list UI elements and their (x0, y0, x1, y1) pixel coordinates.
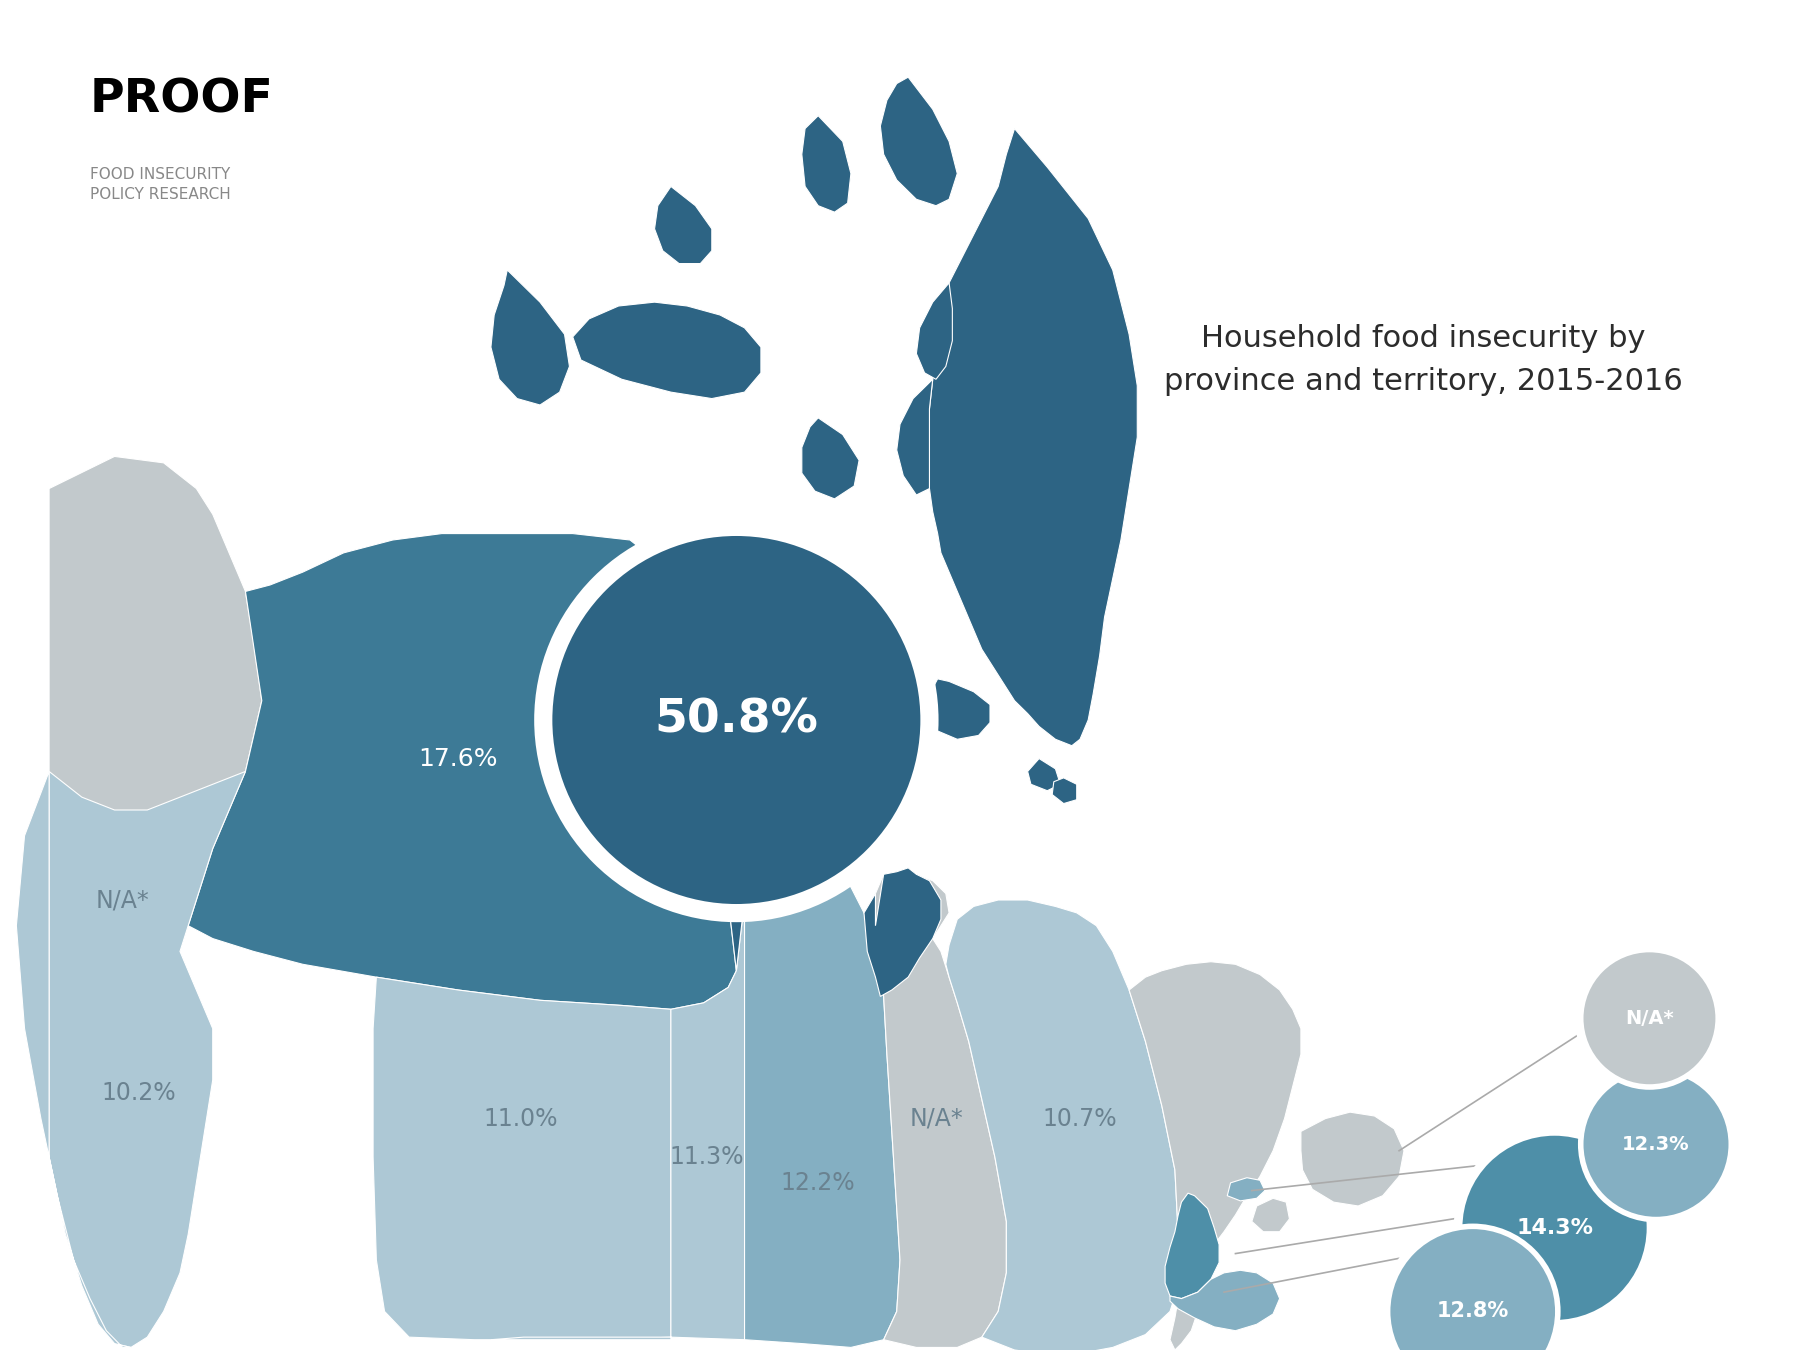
Circle shape (1460, 1133, 1649, 1323)
Polygon shape (801, 418, 859, 500)
Polygon shape (896, 379, 932, 495)
Polygon shape (572, 302, 761, 398)
Circle shape (1580, 1069, 1732, 1219)
Polygon shape (864, 868, 941, 996)
Text: 11.0%: 11.0% (482, 1107, 558, 1130)
Text: N/A*: N/A* (909, 1107, 963, 1130)
Circle shape (549, 532, 925, 909)
Polygon shape (1301, 1112, 1404, 1206)
Circle shape (1575, 1062, 1737, 1226)
Polygon shape (491, 270, 569, 405)
Circle shape (1575, 944, 1724, 1094)
Text: 11.3%: 11.3% (670, 1145, 743, 1169)
Polygon shape (16, 771, 131, 1347)
Polygon shape (801, 116, 851, 212)
Polygon shape (945, 900, 1179, 1350)
Polygon shape (655, 186, 711, 263)
Circle shape (1454, 1127, 1656, 1328)
Circle shape (535, 518, 938, 922)
Polygon shape (491, 900, 745, 1339)
Text: 50.8%: 50.8% (655, 698, 819, 743)
Polygon shape (916, 284, 952, 379)
Text: N/A*: N/A* (95, 888, 149, 913)
Circle shape (1580, 949, 1719, 1087)
Polygon shape (1170, 1270, 1280, 1331)
Polygon shape (927, 679, 990, 740)
Text: N/A*: N/A* (1625, 1008, 1674, 1027)
Polygon shape (49, 771, 245, 1347)
Polygon shape (49, 456, 261, 1066)
Circle shape (1388, 1226, 1557, 1350)
Polygon shape (1053, 778, 1076, 803)
Polygon shape (373, 977, 671, 1339)
Text: FOOD INSECURITY
POLICY RESEARCH: FOOD INSECURITY POLICY RESEARCH (90, 167, 230, 202)
Polygon shape (745, 855, 900, 1347)
Polygon shape (189, 533, 736, 1010)
Polygon shape (1028, 759, 1060, 791)
Circle shape (1382, 1220, 1564, 1350)
Polygon shape (679, 547, 756, 971)
Text: 12.8%: 12.8% (1436, 1301, 1508, 1322)
Polygon shape (880, 77, 958, 205)
Polygon shape (1129, 961, 1301, 1350)
Polygon shape (1165, 1193, 1219, 1299)
Polygon shape (1251, 1199, 1289, 1231)
Text: 10.7%: 10.7% (1042, 1107, 1118, 1130)
Polygon shape (875, 872, 1006, 1347)
Polygon shape (927, 128, 1138, 745)
Text: 17.6%: 17.6% (418, 747, 499, 771)
Text: 14.3%: 14.3% (1516, 1218, 1593, 1238)
Text: 12.3%: 12.3% (1622, 1135, 1690, 1154)
Text: PROOF: PROOF (90, 77, 274, 122)
Text: 10.2%: 10.2% (103, 1081, 176, 1104)
Text: Household food insecurity by
province and territory, 2015-2016: Household food insecurity by province an… (1165, 324, 1683, 396)
Polygon shape (1228, 1177, 1265, 1202)
Text: 12.2%: 12.2% (781, 1170, 855, 1195)
